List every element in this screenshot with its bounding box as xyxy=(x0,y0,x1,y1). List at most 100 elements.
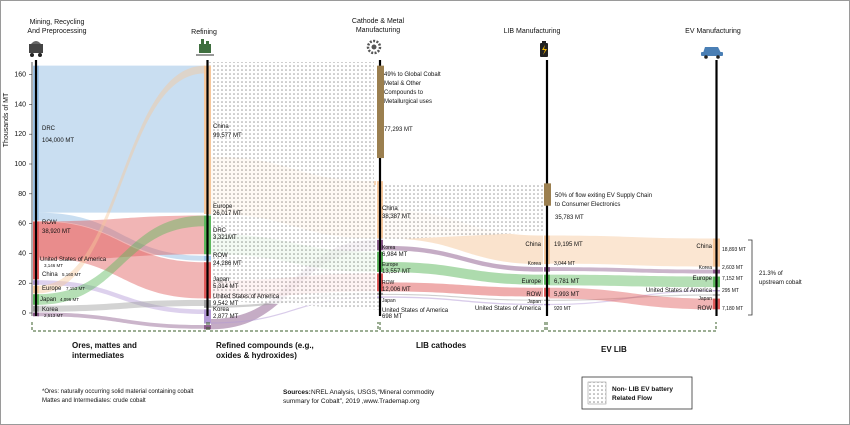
flow-refining-to-cathode-united-states-of-america xyxy=(211,296,376,324)
cathode-value-row: 12,006 MT xyxy=(382,287,411,293)
lib-value-row: 5,993 MT xyxy=(554,292,580,298)
refining-node-united-states-of-america xyxy=(204,309,211,324)
sources-label: Sources: xyxy=(283,389,311,396)
mine-cart-icon xyxy=(29,41,43,57)
refining-value-usa: 9,542 MT xyxy=(213,301,239,307)
refining-label-drc: DRC xyxy=(213,228,227,234)
flow-row-to-europe xyxy=(38,215,205,261)
stage-title-cathode-l1: Cathode & Metal xyxy=(352,18,405,25)
mining-label-korea: Korea xyxy=(42,307,59,313)
refining-value-korea: 2,877 MT xyxy=(213,314,239,320)
flow-lib-to-ev-china xyxy=(549,235,714,267)
upstream-share-l1: 21.3% of xyxy=(759,271,783,277)
cathode-value-usa: 698 MT xyxy=(382,314,403,320)
footnote-line-2: Mattes and Intermediates: crude cobalt xyxy=(42,398,146,404)
footnote-line-1: *Ores: naturally occurring solid materia… xyxy=(42,389,194,395)
y-tick-label: 160 xyxy=(14,72,26,79)
cathode-value-china: 38,387 MT xyxy=(382,214,411,220)
non-lib-flow-area-cathode xyxy=(380,184,545,240)
lib-value-china: 19,195 MT xyxy=(554,242,583,248)
flow-china-to-china xyxy=(38,65,205,294)
refining-value-row: 24,286 MT xyxy=(213,261,242,267)
flow-cathode-to-lib-row xyxy=(383,282,543,297)
cathode-label-china: China xyxy=(382,206,398,212)
upstream-share-l2: upstream cobalt xyxy=(759,280,802,286)
cathode-label-korea: Korea xyxy=(382,245,396,251)
flow-drc-to-drc xyxy=(38,212,205,261)
ev-labels: China 18,893 MT Korea 2,603 MT Europe 7,… xyxy=(646,239,802,316)
ev-value-china: 18,893 MT xyxy=(722,247,746,253)
refining-labels: China 99,577 MT Europe 26,017 MT DRC 3,3… xyxy=(213,124,280,320)
ev-label-row: ROW xyxy=(697,306,712,312)
flow-lib-to-ev-europe xyxy=(549,274,714,288)
mining-value-usa: 3,146 MT xyxy=(44,263,63,268)
lib-value-europe: 6,781 MT xyxy=(554,279,580,285)
cathode-label-row: ROW xyxy=(382,280,395,286)
category-refined-l2: oxides & hydroxides) xyxy=(216,351,297,360)
non-lib-outflow-bar-2 xyxy=(544,183,551,206)
y-tick-label: 40 xyxy=(18,250,26,257)
lib-label-china: China xyxy=(525,242,541,248)
flow-korea-to-korea xyxy=(38,312,205,329)
ev-value-europe: 7,152 MT xyxy=(722,276,743,282)
y-tick-label: 20 xyxy=(18,280,26,287)
cathode-label-europe: Europe xyxy=(382,262,398,268)
cathode-label-usa: United States of America xyxy=(382,308,449,314)
lib-value-korea: 3,044 MT xyxy=(554,261,575,267)
mining-labels: DRC 104,000 MT ROW 38,920 MT United Stat… xyxy=(40,126,107,318)
non-lib-note-1-l2: Metal & Other xyxy=(384,81,421,87)
sources-line-1: NREL Analysis, USGS,“Mineral commodity xyxy=(311,389,435,396)
stage-title-lib: LIB Manufacturing xyxy=(504,28,561,35)
non-lib-note-1-l4: Metallurgical uses xyxy=(384,99,432,105)
non-lib-note-2-l1: 50% of flow exiting EV Supply Chain xyxy=(555,193,652,199)
flow-europe-to-europe xyxy=(38,215,205,305)
flow-cathode-to-lib-europe xyxy=(383,261,543,285)
mining-value-japan: 4,096 MT xyxy=(60,297,79,302)
legend-label-l2: Related Flow xyxy=(612,395,653,402)
stage-title-mining-l1: Mining, Recycling xyxy=(30,19,85,26)
category-ores-l1: Ores, mattes and xyxy=(72,341,137,350)
stage-title-ev: EV Manufacturing xyxy=(685,28,741,35)
cathode-value-korea: 6,984 MT xyxy=(382,252,408,258)
refining-label-korea: Korea xyxy=(213,307,230,313)
category-brackets: Ores, mattes and intermediates Refined c… xyxy=(31,322,717,360)
cathode-value-europe: 13,557 MT xyxy=(382,269,411,275)
gear-icon xyxy=(366,39,382,55)
lib-label-korea: Korea xyxy=(528,261,542,267)
legend-swatch-dotted xyxy=(587,381,607,405)
lib-label-usa: United States of America xyxy=(475,306,542,312)
y-tick-label: 0 xyxy=(22,310,26,317)
footer: *Ores: naturally occurring solid materia… xyxy=(42,376,693,410)
mining-value-row: 38,920 MT xyxy=(42,229,71,235)
mining-value-drc: 104,000 MT xyxy=(42,138,74,144)
flow-lib-to-ev-korea xyxy=(549,267,714,274)
ev-value-usa: 295 MT xyxy=(722,288,739,294)
category-refined-l1: Refined compounds (e.g., xyxy=(216,341,314,350)
ev-label-europe: Europe xyxy=(693,276,713,282)
mining-label-usa: United States of America xyxy=(40,257,107,263)
category-ores-l2: intermediates xyxy=(72,351,125,360)
y-tick-label: 60 xyxy=(18,221,26,228)
non-lib-note-2-l2: to Consumer Electronics xyxy=(555,202,620,208)
cathode-label-japan: Japan xyxy=(382,298,396,304)
upstream-share-bracket xyxy=(748,239,753,316)
category-cathodes: LIB cathodes xyxy=(416,341,467,350)
ev-value-korea: 2,603 MT xyxy=(722,265,743,271)
mining-label-row: ROW xyxy=(42,220,57,226)
refining-value-drc: 3,321MT xyxy=(213,235,237,241)
refining-value-europe: 26,017 MT xyxy=(213,211,242,217)
y-axis-label: Thousands of MT xyxy=(3,92,10,147)
flow-cathode-to-lib-japan xyxy=(383,293,543,301)
ev-label-china: China xyxy=(696,244,712,250)
category-ev-lib: EV LIB xyxy=(601,345,627,354)
lib-label-japan: Japan xyxy=(527,299,541,305)
non-lib-note-1-l1: 49% to Global Cobalt xyxy=(384,72,441,78)
refining-label-japan: Japan xyxy=(213,277,229,283)
non-lib-note-1-value: 77,293 MT xyxy=(384,127,413,133)
refining-value-china: 99,577 MT xyxy=(213,133,242,139)
mining-label-drc: DRC xyxy=(42,126,56,132)
refining-label-china: China xyxy=(213,124,229,130)
refining-label-row: ROW xyxy=(213,253,228,259)
lib-label-row: ROW xyxy=(526,292,541,298)
car-icon xyxy=(701,47,723,59)
